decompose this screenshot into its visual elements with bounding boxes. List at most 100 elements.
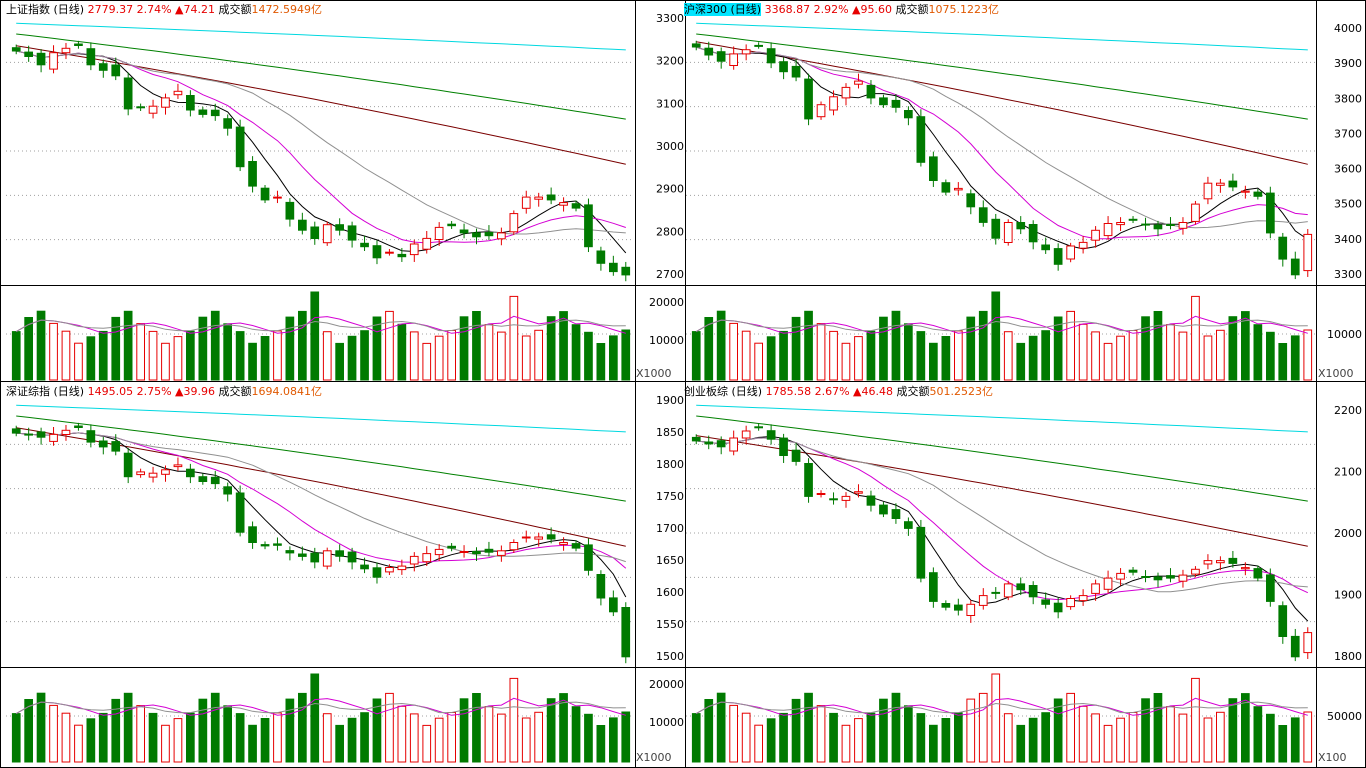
volume-bar [596,725,606,763]
volume-bar [1103,724,1113,763]
volume-bar [866,712,876,763]
volume-bar [123,692,133,763]
volume-bar [791,316,801,381]
volume-bar [186,330,195,381]
candle-body [691,43,701,48]
volume-bar [841,724,851,763]
candle-body [596,574,606,599]
volume-bar [509,295,519,381]
candle-body [210,476,220,485]
volume-bar [161,342,170,381]
volume-bar [347,717,357,763]
volume-bar [86,336,96,381]
volume-bar [24,317,33,381]
index-price: 2779.37 [87,3,134,16]
ma120-line [16,33,626,120]
volume-bar [534,711,543,763]
candle-body [198,476,208,483]
price-tick-label-left: 1800 [656,458,684,471]
volume-bar [1191,295,1200,381]
volume-bar [1216,711,1225,763]
candle-body [1041,599,1051,605]
volume-bar [991,291,1001,381]
price-tick-label-left: 1700 [656,522,684,535]
volume-bar [347,335,357,381]
candle-body [879,504,888,515]
volume-ma5-line [695,315,1308,334]
candle-body [422,237,432,250]
volume-bar [497,713,506,763]
volume-bar [779,330,788,381]
volume-bar [198,316,208,381]
candle-body [11,428,21,434]
volume-bar [729,322,738,381]
volume-bar [546,698,556,763]
volume-bar [978,692,988,763]
volume-tick-label-right: 10000 [1327,328,1362,341]
candle-body [854,491,863,494]
candle-body [24,433,33,436]
volume-bar [98,712,108,763]
index-change-abs: ▲95.60 [852,3,892,16]
ma20-line [696,437,1308,593]
candle-body [260,187,270,201]
volume-bar [978,310,988,381]
candle-body [11,47,21,52]
volume-bar [136,323,146,381]
candle-body [891,99,901,108]
candle-body [571,203,581,209]
volume-bar [704,699,714,763]
volume-bar [1228,698,1238,763]
volume-bar [916,713,926,763]
turnover-value: 1472.5949亿 [251,3,323,16]
volume-bar [123,310,133,381]
candle-body [1016,222,1026,230]
price-tick-label-left: 3300 [656,12,684,25]
volume-bar [61,712,71,763]
volume-bar [854,336,863,381]
candle-body [434,548,444,556]
volume-bar [621,329,631,381]
volume-bar [173,336,183,381]
volume-bar [1216,329,1225,381]
volume-bar [991,673,1001,763]
candle-body [916,116,926,163]
candle-body [1153,576,1163,581]
candle-body [36,431,46,438]
volume-bar [36,692,46,763]
volume-ma5-line [15,315,626,334]
candle-body [161,469,170,475]
ma20-line [16,50,626,235]
candle-body [729,437,738,452]
volume-bar [1066,310,1076,381]
price-tick-label-left: 3100 [656,97,684,110]
price-tick-label-right: 3800 [1334,92,1362,105]
volume-bar [1078,705,1088,763]
volume-bar [74,724,83,763]
volume-bar [804,310,813,381]
candle-body [916,526,926,579]
candle-body [904,521,913,529]
candle-body [1253,191,1263,197]
candle-body [148,472,158,478]
volume-bar [1278,343,1288,381]
volume-bar [111,316,121,381]
volume-bar [741,712,751,763]
volume-bar [360,712,369,763]
candle-body [829,96,838,111]
candle-body [322,224,332,244]
volume-bar [546,316,556,381]
price-tick-label-right: 4000 [1334,22,1362,35]
candle-body [534,536,543,540]
candle-body [509,213,519,233]
candle-body [804,78,813,120]
candle-body [223,118,233,129]
candle-body [1253,568,1263,579]
candle-body [584,544,593,571]
candle-body [310,552,320,563]
candle-body [186,468,195,478]
volume-bar [273,330,282,381]
volume-bar [210,692,220,763]
turnover-label: 成交额 [218,3,252,16]
candle-body [1091,229,1100,241]
